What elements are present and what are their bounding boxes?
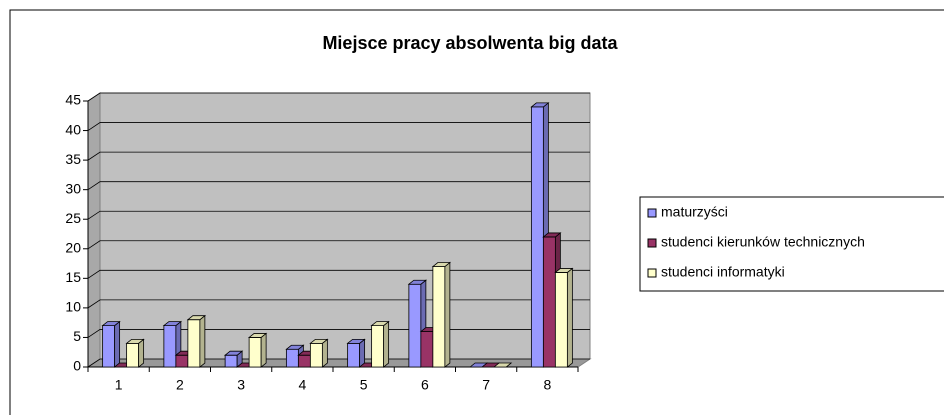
bar-front [248, 337, 262, 368]
floor [86, 358, 592, 368]
bar-top [101, 321, 121, 327]
bar-top [492, 362, 513, 368]
bar-front [309, 342, 323, 368]
grid-line [87, 181, 590, 190]
grid-line [87, 269, 590, 279]
legend-box [639, 196, 944, 292]
x-tick-label: 1 [115, 377, 123, 393]
bar [101, 320, 121, 368]
legend-label: studenci informatyki [661, 264, 785, 280]
bar-top [407, 279, 428, 285]
legend-swatch [647, 208, 657, 218]
bar-side [383, 320, 390, 368]
bar-top [346, 338, 366, 344]
bar-top [530, 102, 550, 108]
x-tick-label: 8 [543, 377, 551, 393]
legend-swatch [647, 238, 657, 248]
x-tick-label: 6 [421, 377, 429, 393]
y-tick-label: 20 [65, 239, 81, 255]
chart-title: Miejsce pracy absolwenta big data [322, 33, 618, 53]
legend-swatch [647, 268, 657, 278]
bar-front [542, 236, 556, 368]
bar-front [175, 354, 189, 368]
bar [125, 338, 145, 368]
bar-side [114, 320, 121, 368]
bar-side [566, 267, 573, 368]
legend-label: studenci kierunków technicznych [661, 234, 865, 250]
bar-front [126, 342, 140, 368]
bar-top [285, 344, 305, 350]
x-tick-label: 3 [237, 377, 245, 393]
y-tick-label: 5 [73, 328, 81, 344]
bar-side [138, 338, 145, 368]
grid-line [87, 240, 590, 250]
bar-top [186, 315, 207, 321]
grid-line [87, 151, 590, 161]
bar-top [370, 321, 390, 327]
x-tick-label: 4 [298, 377, 306, 393]
bar-front [530, 106, 544, 368]
bar-top [223, 350, 244, 356]
bar-front [554, 272, 568, 368]
bar-front [163, 325, 177, 368]
bar-top [554, 268, 574, 273]
side-wall [87, 92, 101, 368]
grid-line [87, 92, 590, 102]
y-tick-label: 0 [73, 358, 81, 374]
bar-top [431, 262, 452, 267]
bar [492, 362, 513, 368]
grid-line [87, 299, 590, 309]
bar-side [199, 314, 206, 368]
bar-top [125, 338, 145, 344]
bar-front [102, 325, 116, 368]
bar-front [432, 266, 446, 368]
legend-label: maturzyści [661, 204, 728, 220]
bar-front [224, 354, 238, 368]
grid-line [87, 210, 590, 220]
bar-front [347, 342, 361, 368]
y-tick-label: 15 [65, 269, 81, 285]
bar [309, 338, 329, 368]
x-tick-label: 7 [482, 377, 490, 393]
x-tick-label: 2 [176, 377, 184, 393]
bar-top [309, 338, 329, 344]
bar-side [321, 338, 328, 368]
y-tick-label: 40 [65, 121, 81, 137]
bar-front [371, 325, 385, 368]
bar-side [260, 332, 267, 368]
bar-front [408, 283, 422, 368]
bar-front [187, 319, 201, 368]
back-wall [99, 92, 591, 360]
bar [431, 261, 452, 368]
bar [554, 267, 574, 368]
y-tick-label: 25 [65, 210, 81, 226]
bar [346, 338, 366, 368]
x-tick-label: 5 [360, 377, 368, 393]
bar-front [285, 348, 299, 368]
y-tick-label: 35 [65, 151, 81, 167]
bar-top [162, 321, 183, 327]
bar [370, 320, 390, 368]
y-tick-label: 30 [65, 180, 81, 196]
bar [186, 314, 207, 368]
bar-top [542, 232, 562, 238]
bar-side [444, 261, 451, 368]
y-tick-label: 45 [65, 92, 81, 108]
bar-side [359, 338, 366, 368]
grid-line [87, 122, 590, 131]
bar [247, 332, 268, 368]
y-tick-label: 10 [65, 299, 81, 315]
bar-front [297, 354, 311, 368]
bar-top [247, 333, 268, 338]
bar-front [420, 331, 434, 368]
